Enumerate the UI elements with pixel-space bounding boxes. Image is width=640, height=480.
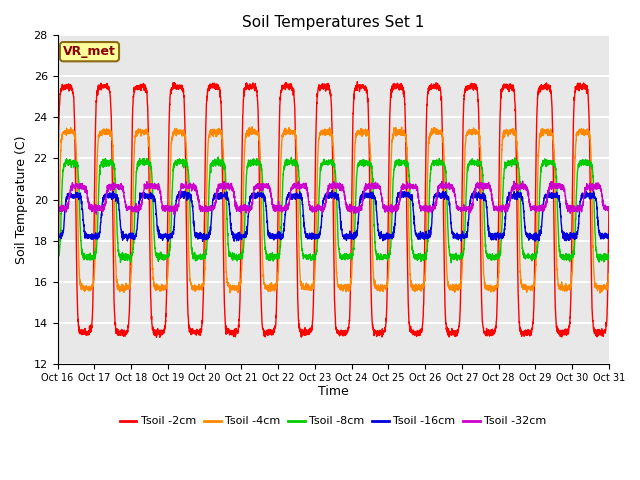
Tsoil -16cm xyxy=(328,188,336,193)
Line: Tsoil -4cm: Tsoil -4cm xyxy=(58,127,609,293)
Tsoil -8cm xyxy=(605,253,612,259)
Tsoil -2cm xyxy=(605,219,612,225)
Tsoil -2cm xyxy=(208,83,216,88)
X-axis label: Time: Time xyxy=(318,385,349,398)
Tsoil -16cm xyxy=(605,233,612,239)
Tsoil -32cm xyxy=(387,202,395,208)
Tsoil -4cm xyxy=(172,130,179,136)
Tsoil -16cm xyxy=(54,235,61,240)
Tsoil -32cm xyxy=(519,178,527,184)
Tsoil -4cm xyxy=(605,274,612,280)
Tsoil -16cm xyxy=(208,215,216,220)
Tsoil -4cm xyxy=(553,259,561,264)
Tsoil -16cm xyxy=(387,232,395,238)
Tsoil -16cm xyxy=(553,194,561,200)
Tsoil -8cm xyxy=(447,260,455,266)
Tsoil -2cm xyxy=(397,83,404,89)
Tsoil -8cm xyxy=(387,235,395,240)
Line: Tsoil -16cm: Tsoil -16cm xyxy=(58,191,609,241)
Tsoil -4cm xyxy=(387,163,395,169)
Tsoil -2cm xyxy=(353,79,361,84)
Tsoil -4cm xyxy=(596,290,604,296)
Tsoil -4cm xyxy=(605,271,612,276)
Tsoil -2cm xyxy=(54,206,61,212)
Tsoil -2cm xyxy=(553,323,561,329)
Title: Soil Temperatures Set 1: Soil Temperatures Set 1 xyxy=(242,15,424,30)
Tsoil -16cm xyxy=(605,233,612,239)
Tsoil -8cm xyxy=(214,154,222,160)
Tsoil -32cm xyxy=(170,212,178,217)
Tsoil -32cm xyxy=(605,204,612,210)
Tsoil -2cm xyxy=(153,335,161,340)
Legend: Tsoil -2cm, Tsoil -4cm, Tsoil -8cm, Tsoil -16cm, Tsoil -32cm: Tsoil -2cm, Tsoil -4cm, Tsoil -8cm, Tsoi… xyxy=(115,412,551,431)
Tsoil -32cm xyxy=(397,190,404,195)
Tsoil -4cm xyxy=(397,128,404,134)
Tsoil -8cm xyxy=(172,159,179,165)
Tsoil -8cm xyxy=(553,182,561,188)
Tsoil -32cm xyxy=(605,208,612,214)
Tsoil -16cm xyxy=(397,193,404,199)
Tsoil -4cm xyxy=(207,130,215,135)
Tsoil -32cm xyxy=(172,207,180,213)
Tsoil -16cm xyxy=(199,239,207,244)
Text: VR_met: VR_met xyxy=(63,45,116,58)
Tsoil -8cm xyxy=(397,163,404,168)
Tsoil -8cm xyxy=(207,162,215,168)
Tsoil -2cm xyxy=(172,83,180,88)
Tsoil -4cm xyxy=(248,124,256,130)
Tsoil -2cm xyxy=(387,86,395,92)
Tsoil -32cm xyxy=(54,206,61,212)
Tsoil -8cm xyxy=(605,252,612,257)
Tsoil -2cm xyxy=(605,207,612,213)
Tsoil -32cm xyxy=(553,182,561,188)
Line: Tsoil -8cm: Tsoil -8cm xyxy=(58,157,609,263)
Line: Tsoil -32cm: Tsoil -32cm xyxy=(58,181,609,215)
Line: Tsoil -2cm: Tsoil -2cm xyxy=(58,82,609,337)
Tsoil -32cm xyxy=(208,206,216,212)
Y-axis label: Soil Temperature (C): Soil Temperature (C) xyxy=(15,135,28,264)
Tsoil -4cm xyxy=(54,273,61,279)
Tsoil -8cm xyxy=(54,253,61,259)
Tsoil -16cm xyxy=(172,203,179,209)
